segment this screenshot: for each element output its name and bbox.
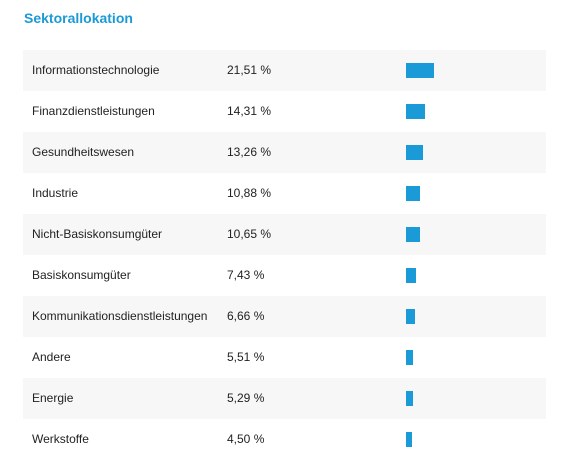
table-row: Basiskonsumgüter 7,43 % [23, 255, 546, 296]
bar-track [406, 391, 536, 406]
sector-value: 21,51 % [227, 63, 272, 77]
sector-table: Informationstechnologie 21,51 % Finanzdien… [23, 50, 546, 460]
sector-value: 4,50 % [227, 432, 265, 446]
sector-bar [406, 63, 434, 78]
sector-bar [406, 145, 423, 160]
sector-value: 7,43 % [227, 268, 265, 282]
sector-name: Gesundheitswesen [32, 145, 135, 159]
sector-bar [406, 227, 420, 242]
bar-track [406, 432, 536, 447]
table-row: Industrie 10,88 % [23, 173, 546, 214]
sector-bar [406, 186, 420, 201]
sector-name: Basiskonsumgüter [32, 268, 131, 282]
sector-name: Nicht-Basiskonsumgüter [32, 227, 163, 241]
sector-name: Finanzdienstleistungen [32, 104, 155, 118]
sector-bar [406, 391, 413, 406]
bar-track [406, 350, 536, 365]
sector-bar [406, 309, 415, 324]
table-row: Nicht-Basiskonsumgüter 10,65 % [23, 214, 546, 255]
table-row: Werkstoffe 4,50 % [23, 419, 546, 460]
sector-name: Andere [32, 350, 71, 364]
sector-name: Kommunikationsdienstleistungen [32, 309, 208, 323]
table-row: Energie 5,29 % [23, 378, 546, 419]
bar-track [406, 63, 536, 78]
table-row: Gesundheitswesen 13,26 % [23, 132, 546, 173]
sector-value: 10,88 % [227, 186, 272, 200]
sector-bar [406, 432, 412, 447]
table-row: Andere 5,51 % [23, 337, 546, 378]
sector-value: 6,66 % [227, 309, 265, 323]
bar-track [406, 145, 536, 160]
bar-track [406, 104, 536, 119]
sector-name: Informationstechnologie [32, 63, 160, 77]
bar-track [406, 309, 536, 324]
sector-name: Energie [32, 391, 74, 405]
table-row: Kommunikationsdienstleistungen 6,66 % [23, 296, 546, 337]
sector-value: 10,65 % [227, 227, 272, 241]
sector-value: 13,26 % [227, 145, 272, 159]
table-row: Informationstechnologie 21,51 % [23, 50, 546, 91]
bar-track [406, 227, 536, 242]
table-row: Finanzdienstleistungen 14,31 % [23, 91, 546, 132]
sector-name: Industrie [32, 186, 79, 200]
sector-bar [406, 268, 416, 283]
sector-value: 5,51 % [227, 350, 265, 364]
sector-value: 14,31 % [227, 104, 272, 118]
sector-bar [406, 104, 425, 119]
widget-title: Sektorallokation [24, 10, 133, 26]
sector-name: Werkstoffe [32, 432, 89, 446]
bar-track [406, 268, 536, 283]
bar-track [406, 186, 536, 201]
sector-bar [406, 350, 413, 365]
sector-value: 5,29 % [227, 391, 265, 405]
